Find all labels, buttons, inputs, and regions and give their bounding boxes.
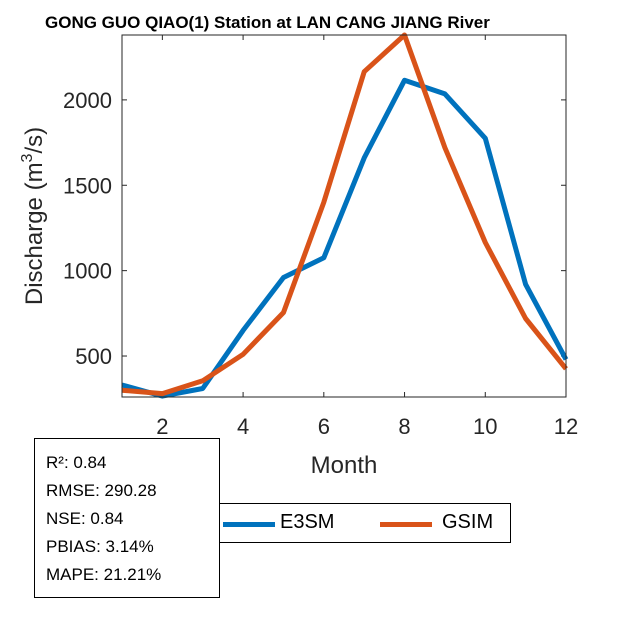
legend-swatch-e3sm [223, 522, 275, 527]
series-line-gsim [121, 32, 568, 397]
axis-ticks [122, 35, 567, 397]
legend-label-gsim: GSIM [442, 511, 494, 533]
y-tick-label: 500 [75, 344, 112, 369]
x-tick-label: 12 [554, 414, 578, 439]
chart-title: GONG GUO QIAO(1) Station at LAN CANG JIA… [45, 13, 490, 32]
y-axis-label-superscript: 3 [19, 153, 36, 162]
stat-mape: MAPE: 21.21% [46, 565, 162, 584]
stats-box: R²: 0.84 RMSE: 290.28 NSE: 0.84 PBIAS: 3… [34, 438, 220, 598]
stat-rmse: RMSE: 290.28 [46, 481, 157, 500]
x-tick-label: 8 [398, 414, 410, 439]
legend-label-e3sm: E3SM [280, 511, 335, 533]
stat-pbias: PBIAS: 3.14% [46, 537, 154, 556]
tick-labels: 2 4 6 8 10 12 500 1000 1500 2000 [63, 88, 578, 439]
y-tick-label: 1000 [63, 259, 112, 284]
y-axis-label-base: Discharge (m [21, 162, 48, 305]
stat-nse: NSE: 0.84 [46, 509, 124, 528]
x-tick-label: 2 [156, 414, 168, 439]
series-line-e3sm [121, 77, 569, 399]
y-tick-label: 1500 [63, 173, 112, 198]
x-tick-label: 10 [473, 414, 497, 439]
plot-frame [121, 34, 567, 398]
series-layer [121, 32, 569, 399]
x-tick-label: 6 [318, 414, 330, 439]
stat-r2: R²: 0.84 [46, 453, 107, 472]
plot-area [122, 35, 566, 397]
y-axis-label-tail: /s) [21, 127, 48, 154]
y-axis-label: Discharge (m3/s) [19, 127, 48, 305]
x-tick-label: 4 [237, 414, 249, 439]
x-axis-label: Month [311, 452, 378, 479]
y-tick-label: 2000 [63, 88, 112, 113]
legend-swatch-gsim [380, 522, 432, 527]
legend: E3SM GSIM [220, 503, 511, 543]
